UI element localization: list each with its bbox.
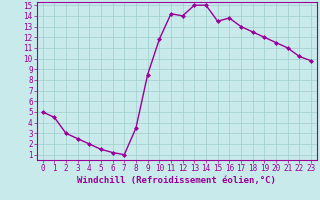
X-axis label: Windchill (Refroidissement éolien,°C): Windchill (Refroidissement éolien,°C) (77, 176, 276, 185)
